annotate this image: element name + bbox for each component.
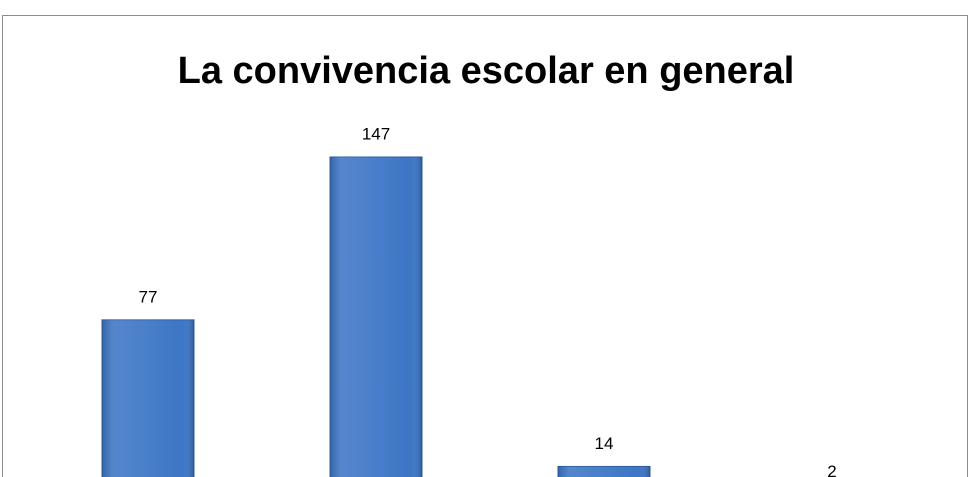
- bar-shading: [102, 319, 194, 477]
- data-label: 2: [827, 462, 836, 477]
- data-label: 14: [595, 434, 614, 453]
- chart-title: La convivencia escolar en general: [178, 50, 795, 92]
- data-label: 77: [139, 287, 158, 306]
- bar-shading: [330, 157, 422, 477]
- data-label: 147: [362, 124, 390, 143]
- bar-shading: [558, 466, 650, 477]
